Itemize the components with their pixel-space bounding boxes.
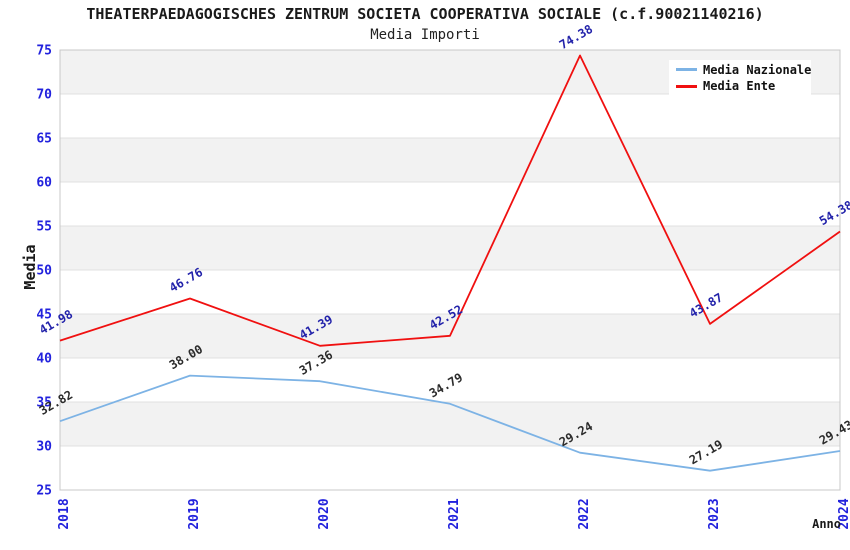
series-media-nazionale xyxy=(59,374,841,472)
x-tick-label: 2021 xyxy=(447,498,462,529)
y-tick-label: 25 xyxy=(36,484,52,499)
legend-item-media-nazionale: Media Nazionale xyxy=(669,63,811,77)
plot-border xyxy=(59,49,841,491)
legend-swatch-media-ente xyxy=(676,84,697,88)
legend-label-media-nazionale: Media Nazionale xyxy=(703,62,812,77)
legend-item-media-ente: Media Ente xyxy=(669,79,811,93)
series-line-media-ente xyxy=(59,54,841,347)
legend: Media Nazionale Media Ente xyxy=(669,60,811,96)
y-tick-label: 70 xyxy=(36,88,52,103)
x-tick-label: 2018 xyxy=(57,498,72,529)
y-tick-label: 35 xyxy=(36,396,52,411)
y-tick-label: 65 xyxy=(36,132,52,147)
series-media-ente xyxy=(59,54,841,347)
x-tick-label: 2024 xyxy=(837,498,850,529)
x-tick-label: 2020 xyxy=(317,498,332,529)
y-tick-label: 40 xyxy=(36,352,52,367)
series-line-media-nazionale xyxy=(59,374,841,472)
x-tick-label: 2022 xyxy=(577,498,592,529)
legend-swatch-media-nazionale xyxy=(676,68,697,72)
y-tick-label: 55 xyxy=(36,220,52,235)
data-label: 74.38 xyxy=(557,22,595,52)
x-tick-label: 2019 xyxy=(187,498,202,529)
x-tick-label: 2023 xyxy=(707,498,722,529)
y-tick-label: 50 xyxy=(36,264,52,279)
gridlines xyxy=(60,93,840,447)
y-tick-label: 30 xyxy=(36,440,52,455)
legend-label-media-ente: Media Ente xyxy=(703,79,776,94)
y-tick-label: 45 xyxy=(36,308,52,323)
y-tick-label: 75 xyxy=(36,44,52,59)
chart-subtitle: Media Importi xyxy=(370,27,480,43)
y-axis-ticks: 25 30 35 40 45 50 55 60 65 70 75 xyxy=(36,44,52,499)
chart-title: THEATERPAEDAGOGISCHES ZENTRUM SOCIETA CO… xyxy=(86,5,764,23)
x-axis-ticks: 2018 2019 2020 2021 2022 2023 2024 xyxy=(57,498,850,529)
x-axis-title: Anno xyxy=(812,517,841,531)
y-tick-label: 60 xyxy=(36,176,52,191)
